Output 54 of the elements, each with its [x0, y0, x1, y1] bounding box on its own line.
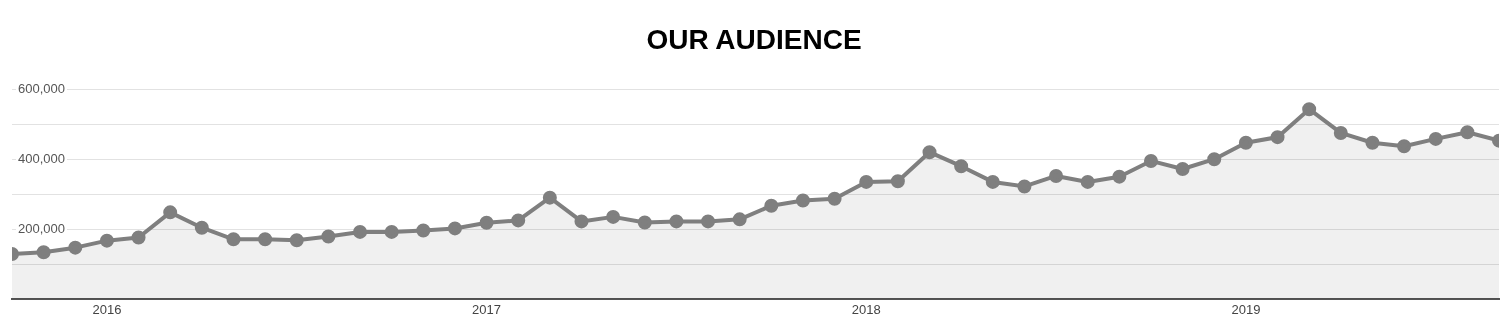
point [163, 205, 178, 220]
point [1143, 153, 1158, 168]
y-tick-label: 600,000 [18, 81, 65, 97]
point [1428, 131, 1443, 146]
point [68, 240, 83, 255]
point [226, 232, 241, 247]
point [859, 174, 874, 189]
point [321, 229, 336, 244]
point [669, 214, 684, 229]
point [479, 215, 494, 230]
point [99, 233, 114, 248]
point [36, 245, 51, 260]
point [1017, 179, 1032, 194]
x-tick-label: 2016 [92, 301, 122, 317]
point [795, 193, 810, 208]
point [1365, 135, 1380, 150]
x-tick-label: 2019 [1231, 301, 1261, 317]
point [1238, 135, 1253, 150]
point [1270, 130, 1285, 145]
point [1080, 174, 1095, 189]
point [637, 215, 652, 230]
point [384, 224, 399, 239]
point [131, 230, 146, 245]
point [1397, 139, 1412, 154]
point [764, 198, 779, 213]
point [827, 191, 842, 206]
point [606, 209, 621, 224]
point [1333, 125, 1348, 140]
point [1112, 169, 1127, 184]
x-tick-label: 2018 [851, 301, 881, 317]
point [416, 223, 431, 238]
point [1460, 125, 1475, 140]
point [1207, 152, 1222, 167]
point [922, 145, 937, 160]
point [194, 220, 209, 235]
point [511, 213, 526, 228]
point [985, 174, 1000, 189]
point [954, 159, 969, 174]
point [701, 214, 716, 229]
point [447, 221, 462, 236]
chart-title: OUR AUDIENCE [646, 23, 862, 55]
point [1175, 161, 1190, 176]
point [574, 214, 589, 229]
point [1302, 102, 1317, 117]
y-tick-label: 200,000 [18, 221, 65, 237]
y-tick-label: 400,000 [18, 151, 65, 167]
point [890, 174, 905, 189]
point [258, 232, 273, 247]
point [732, 212, 747, 227]
point [1049, 168, 1064, 183]
x-tick-label: 2017 [472, 301, 502, 317]
point [353, 224, 368, 239]
point [542, 190, 557, 205]
point [289, 233, 304, 248]
